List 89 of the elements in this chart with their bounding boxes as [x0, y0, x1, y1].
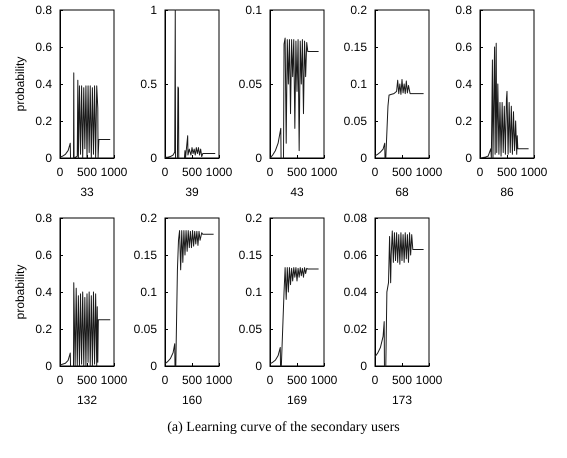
x-tick-label: 500	[496, 165, 518, 179]
y-tick-label: 0.15	[134, 248, 158, 262]
y-tick-label: 0.2	[35, 322, 52, 336]
y-tick-label: 0.6	[35, 40, 52, 54]
x-tick-label: 1000	[100, 373, 128, 387]
y-tick-label: 0.15	[344, 40, 368, 54]
x-tick-label: 0	[266, 165, 274, 179]
y-tick-label: 1	[150, 3, 158, 17]
y-tick-label: 0	[150, 151, 158, 165]
y-axis-title: probability	[13, 56, 27, 112]
x-axis-title: 173	[392, 393, 412, 407]
x-tick-label: 1000	[100, 165, 128, 179]
y-tick-label: 0	[465, 151, 472, 165]
y-tick-label: 0.05	[238, 322, 262, 336]
x-axis-title: 39	[185, 185, 199, 199]
line-series	[164, 230, 214, 366]
x-axis-title: 68	[395, 185, 409, 199]
y-tick-label: 0	[255, 359, 262, 373]
y-tick-label: 0.5	[140, 77, 158, 91]
y-tick-label: 0.8	[455, 3, 472, 17]
x-tick-label: 0	[162, 373, 169, 387]
y-tick-label: 0.2	[35, 114, 52, 128]
y-tick-label: 0.04	[344, 285, 368, 299]
x-tick-label: 500	[286, 165, 308, 179]
line-series	[60, 282, 111, 366]
y-tick-label: 0	[255, 151, 262, 165]
y-tick-label: 0.15	[238, 248, 262, 262]
x-tick-label: 0	[372, 165, 379, 179]
x-axis-title: 132	[76, 393, 98, 407]
y-tick-label: 0.08	[344, 211, 368, 225]
y-tick-label: 0.8	[35, 211, 52, 225]
x-tick-label: 1000	[520, 165, 548, 179]
x-tick-label: 1000	[310, 373, 338, 387]
y-tick-label: 0.4	[455, 77, 472, 91]
x-axis-title: 86	[500, 185, 514, 199]
x-tick-label: 500	[182, 373, 202, 387]
x-tick-label: 0	[56, 165, 64, 179]
y-tick-label: 0	[45, 359, 52, 373]
x-tick-label: 0	[476, 165, 484, 179]
line-series	[374, 79, 424, 158]
x-tick-label: 1000	[310, 165, 338, 179]
y-tick-label: 0.02	[344, 322, 368, 336]
x-tick-label: 1000	[416, 165, 443, 179]
x-tick-label: 500	[182, 165, 202, 179]
y-tick-label: 0	[360, 359, 368, 373]
y-tick-label: 0.1	[245, 285, 262, 299]
y-tick-label: 0.4	[35, 285, 52, 299]
line-series	[270, 38, 320, 158]
x-tick-label: 0	[56, 373, 64, 387]
y-tick-label: 0.2	[455, 114, 472, 128]
y-tick-label: 0.06	[344, 248, 368, 262]
y-tick-label: 0.4	[35, 77, 52, 91]
text: (a) Learning curve of the secondary users	[166, 420, 401, 436]
x-tick-label: 0	[162, 165, 169, 179]
line-series	[480, 42, 530, 158]
x-tick-label: 0	[372, 373, 379, 387]
y-tick-label: 0.05	[344, 114, 368, 128]
y-tick-label: 0.05	[134, 322, 158, 336]
x-axis-title: 43	[290, 185, 304, 199]
line-series	[164, 10, 216, 158]
y-tick-label: 0.1	[350, 77, 368, 91]
x-tick-label: 1000	[206, 373, 233, 387]
y-tick-label: 0	[360, 151, 368, 165]
y-tick-label: 0.6	[35, 248, 52, 262]
y-tick-label: 0.1	[140, 285, 158, 299]
line-series	[374, 230, 424, 366]
line-series	[60, 72, 111, 158]
y-tick-label: 0.2	[350, 3, 368, 17]
x-tick-label: 1000	[206, 165, 233, 179]
x-tick-label: 500	[392, 165, 412, 179]
x-tick-label: 0	[266, 373, 274, 387]
y-tick-label: 0	[45, 151, 52, 165]
x-tick-label: 500	[286, 373, 308, 387]
x-axis-title: 169	[286, 393, 308, 407]
y-tick-label: 0.2	[245, 211, 262, 225]
y-tick-label: 0.8	[35, 3, 52, 17]
x-tick-label: 500	[76, 165, 98, 179]
y-tick-label: 0	[150, 359, 158, 373]
y-tick-label: 0.05	[238, 77, 262, 91]
y-tick-label: 0.6	[455, 40, 472, 54]
line-series	[270, 267, 320, 366]
x-tick-label: 500	[392, 373, 412, 387]
y-tick-label: 0.1	[245, 3, 262, 17]
x-axis-title: 160	[182, 393, 202, 407]
x-tick-label: 500	[76, 373, 98, 387]
x-tick-label: 1000	[416, 373, 443, 387]
y-axis-title: probability	[13, 264, 27, 320]
y-tick-label: 0.2	[140, 211, 158, 225]
x-axis-title: 33	[80, 185, 94, 199]
